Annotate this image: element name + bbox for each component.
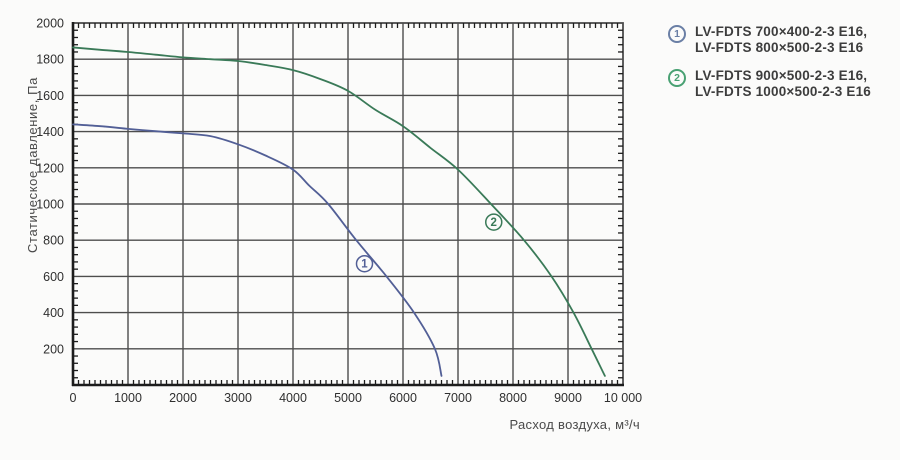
x-axis-title: Расход воздуха, м³/ч — [509, 417, 640, 432]
svg-text:800: 800 — [43, 234, 64, 248]
series-2-legend-marker: 2 — [668, 69, 686, 87]
svg-text:2000: 2000 — [36, 17, 64, 31]
legend-item-2: 2 LV-FDTS 900×500-2-3 E16, LV-FDTS 1000×… — [668, 68, 871, 99]
svg-text:8000: 8000 — [499, 391, 527, 405]
svg-text:1000: 1000 — [114, 391, 142, 405]
gridlines — [73, 23, 623, 385]
svg-text:2000: 2000 — [169, 391, 197, 405]
series-1-legend-marker: 1 — [668, 25, 686, 43]
series-1-curve — [72, 123, 443, 377]
legend-item-1-text: LV-FDTS 700×400-2-3 E16, LV-FDTS 800×500… — [695, 24, 867, 55]
legend-item-2-line-2: LV-FDTS 1000×500-2-3 E16 — [695, 83, 872, 99]
svg-text:600: 600 — [43, 270, 64, 284]
series-2-curve-label: 2 — [485, 213, 503, 231]
svg-text:7000: 7000 — [444, 391, 472, 405]
x-tick-labels: 0 1000 2000 3000 4000 5000 6000 7000 8000 9000 10 … — [70, 391, 643, 405]
svg-text:1800: 1800 — [36, 53, 64, 67]
svg-text:2: 2 — [491, 217, 497, 229]
svg-text:1000: 1000 — [36, 198, 64, 212]
svg-text:400: 400 — [43, 306, 64, 320]
legend-item-2-text: LV-FDTS 900×500-2-3 E16, LV-FDTS 1000×50… — [695, 68, 871, 99]
legend-item-2-line-1: LV-FDTS 900×500-2-3 E16, — [695, 68, 868, 83]
svg-text:200: 200 — [43, 342, 64, 356]
legend-item-1-line-2: LV-FDTS 800×500-2-3 E16 — [695, 39, 864, 55]
svg-text:0: 0 — [70, 391, 77, 405]
svg-text:3000: 3000 — [224, 391, 252, 405]
legend-item-1: 1 LV-FDTS 700×400-2-3 E16, LV-FDTS 800×5… — [668, 24, 871, 55]
y-tick-labels: 200 400 600 800 1000 1200 1400 1600 1800 2000 — [36, 17, 64, 357]
svg-text:1400: 1400 — [36, 125, 64, 139]
y-axis-title: Статическое давление, Па — [25, 77, 40, 253]
svg-text:1600: 1600 — [36, 89, 64, 103]
svg-text:1: 1 — [361, 259, 368, 271]
svg-text:9000: 9000 — [554, 391, 582, 405]
svg-text:5000: 5000 — [334, 391, 362, 405]
svg-text:1200: 1200 — [36, 161, 64, 175]
axes — [71, 22, 624, 387]
svg-text:4000: 4000 — [279, 391, 307, 405]
minor-ticks — [73, 23, 623, 385]
svg-text:6000: 6000 — [389, 391, 417, 405]
series-2-curve — [72, 46, 606, 377]
legend: 1 LV-FDTS 700×400-2-3 E16, LV-FDTS 800×5… — [668, 24, 871, 112]
series-1-curve-label: 1 — [355, 254, 374, 273]
legend-item-1-line-1: LV-FDTS 700×400-2-3 E16, — [695, 24, 868, 39]
svg-text:10 000: 10 000 — [604, 391, 642, 405]
